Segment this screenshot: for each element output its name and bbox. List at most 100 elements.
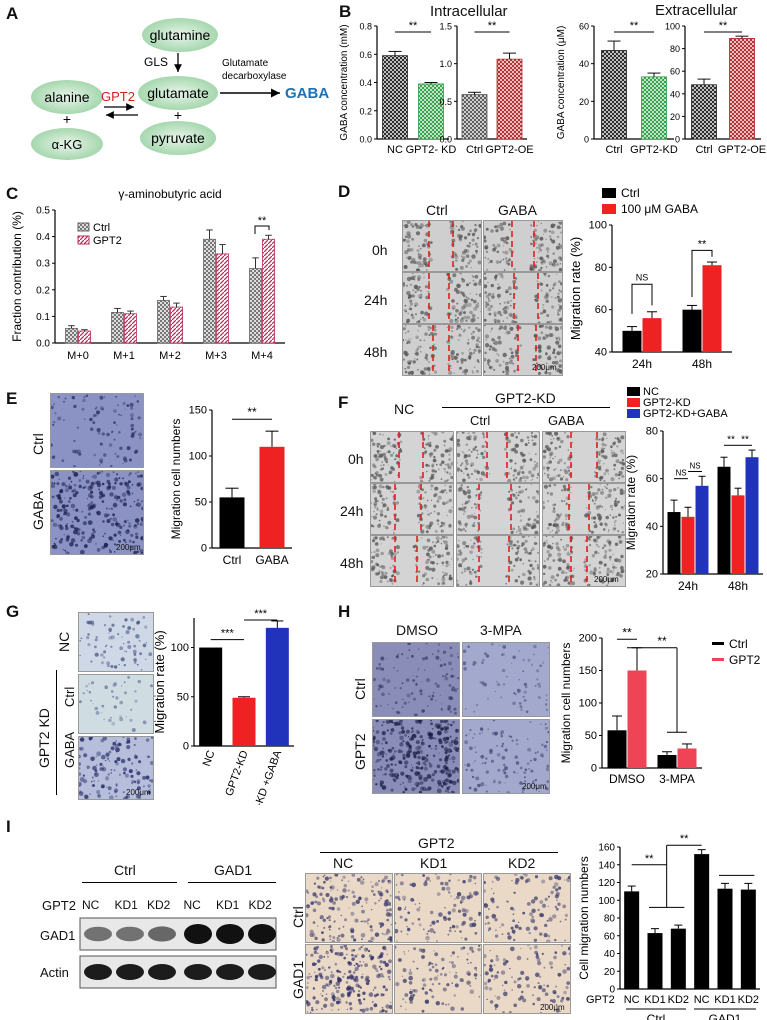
f-col-nc: NC [394,401,415,417]
blot-lane-label: KD1 [216,898,240,912]
y-tick-label: 0 [675,135,680,145]
micrograph [483,220,563,272]
bar [607,730,627,768]
micrograph [78,612,154,672]
panel-b-charts: 0.0 0.2 0.4 0.6 0.8 GABA concentration (mM) NC… [339,20,766,156]
bar [740,889,756,989]
blot-band-gad1 [116,926,144,942]
micrograph-texture [395,874,481,942]
significance-label: *** [221,628,235,640]
micrograph [542,431,626,483]
y-tick-label: 80 [595,262,607,274]
western-blot [79,917,277,989]
x-tick-label: M+3 [205,350,227,362]
y-tick-label: 0.4 [359,78,372,88]
y-axis-title: Migration cell numbers [559,643,573,764]
d-col-ctrl: Ctrl [426,202,448,218]
significance-label: ** [719,20,728,32]
micrograph [370,483,454,535]
blot-band-actin [116,964,144,980]
g-micrographs [78,612,154,800]
y-axis-title: Migration rate (%) [568,237,583,340]
micrograph [402,324,482,376]
micrograph-texture [484,221,562,271]
y-tick-label: 120 [598,878,615,889]
glutamate-node [138,76,218,110]
bar [729,38,755,140]
micrograph [456,483,540,535]
y-tick-label: 1.5 [439,22,452,32]
panel-label-b: B [339,2,352,21]
blot-band-gad1 [148,926,176,942]
y-tick-label: 0 [591,763,597,775]
h-row-gpt2: GPT2 [352,733,368,770]
significance-label: ** [741,434,749,445]
y-tick-label: 40 [670,89,680,99]
f-group-gpt2kd: GPT2-KD [495,390,556,406]
chart-title: γ-aminobutyric acid [118,187,221,201]
blot-lane-label: KD2 [147,898,171,912]
micrograph-texture [373,643,459,716]
bar [65,327,78,344]
blot-band-gad1 [84,926,112,942]
micrograph [370,431,454,483]
bar [78,330,91,344]
legend-label-gaba: 100 μM GABA [621,202,698,216]
title-intracellular: Intracellular [430,3,508,20]
y-tick-label: 0 [201,543,207,555]
bar [216,253,229,344]
significance-label: ** [680,833,689,845]
group-label: GAD1 [709,1012,742,1020]
blot-ctrl-line [82,882,177,883]
bar [124,313,137,344]
x-tick-label: GPT2- KD [406,144,457,156]
d-col-gaba: GABA [498,202,537,218]
micrograph-texture [543,432,625,482]
y-tick-label: 50 [177,691,189,703]
blot-band-actin [84,964,112,980]
blot-lane-label: NC [183,898,201,912]
x-tick-label: M+4 [251,350,273,362]
akg-node [31,128,103,160]
micrograph [462,719,550,794]
y-tick-label: 20 [579,97,589,107]
micrograph [402,272,482,324]
i-scale-bar: 200μm [540,1003,565,1012]
plus-left: + [63,111,71,127]
d-row-48h: 48h [364,344,388,360]
y-tick-label: 50 [585,730,597,742]
bar [418,83,444,140]
gpt2-text: GPT2 [101,89,135,104]
x-tick-label: GPT2-OE [485,144,533,156]
y-axis-title: GABA concentration (μM) [556,26,567,140]
y-axis-title: GABA concentration (mM) [339,24,350,140]
micrograph [402,220,482,272]
blot-band-gad1 [248,924,276,944]
y-tick-label: 100 [189,451,207,463]
y-tick-label: 0 [584,135,589,145]
significance-label: ** [698,238,707,250]
legend-label: GPT2 [729,653,761,667]
legend-swatch-gpt2 [77,235,90,245]
significance-label: ** [657,634,667,648]
bar [717,466,731,574]
x-tick-label: GPT2-OE [718,144,766,156]
y-axis-title: Fraction contribution (%) [10,211,24,342]
y-tick-label: 50 [195,497,207,509]
panel-d-chart: 40 60 80 100 Migration rate (%) 24h 48h Ctrl 100… [568,186,732,371]
bar [203,238,216,344]
legend-swatch-ctrl [77,222,90,232]
y-tick-label: 100 [579,698,597,710]
panel-d: D Ctrl GABA 0h 24h 48h 200μm 40 60 80 100 Mi… [330,180,767,380]
micrograph-texture [51,471,143,554]
pyruvate-text: pyruvate [151,130,205,146]
y-tick-label: 0.0 [359,135,372,145]
bar [265,627,289,746]
g-row-gaba: GABA [62,731,77,768]
micrograph-texture [484,325,562,375]
y-tick-label: 0.2 [359,106,372,116]
g-row-ctrl: Ctrl [62,686,77,707]
micrograph [305,944,393,1014]
